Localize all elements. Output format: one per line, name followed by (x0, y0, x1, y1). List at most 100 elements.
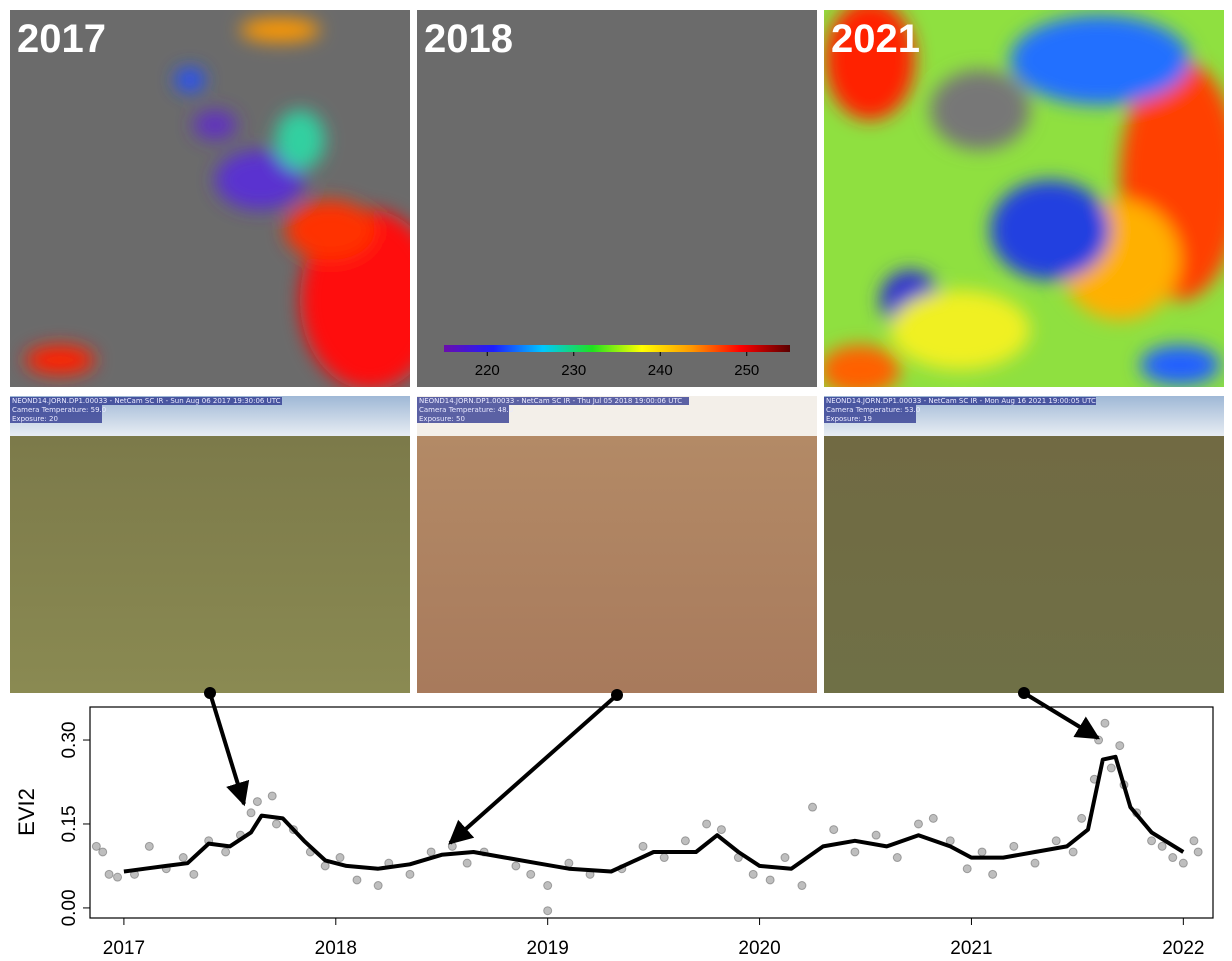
colorbar-tick-label: 240 (648, 362, 673, 379)
data-point (748, 869, 758, 879)
data-point (977, 847, 987, 857)
data-point (252, 797, 262, 807)
data-point (564, 858, 574, 868)
data-point (335, 853, 345, 863)
map-2018 (417, 10, 817, 387)
map-2017 (10, 10, 410, 387)
arrows (204, 687, 1101, 845)
caption-bg (10, 405, 102, 423)
data-point (221, 847, 231, 857)
data-point (962, 864, 972, 874)
smoothed-line (123, 754, 1185, 874)
data-point (765, 875, 775, 885)
data-point (780, 853, 790, 863)
data-point (1009, 841, 1019, 851)
data-point (808, 802, 818, 812)
x-tick-label: 2017 (103, 938, 145, 959)
data-point (543, 881, 553, 891)
photo-caption: NEOND14.JORN.DP1.00033 - NetCam SC IR - … (12, 397, 281, 405)
data-point (659, 853, 669, 863)
photo-exposure: Exposure: 50 (419, 415, 465, 423)
data-point (1193, 847, 1203, 857)
data-point (680, 836, 690, 846)
photo-2018 (417, 396, 817, 693)
x-tick-label: 2021 (950, 938, 992, 959)
photo-exposure: Exposure: 20 (12, 415, 58, 423)
x-tick-label: 2020 (738, 938, 780, 959)
data-point (98, 847, 108, 857)
data-point (1100, 718, 1110, 728)
colorbar-tick-label: 220 (475, 362, 500, 379)
data-point (426, 847, 436, 857)
data-point (543, 906, 553, 916)
data-point (1178, 858, 1188, 868)
data-point (178, 853, 188, 863)
colorbar-ramp (444, 345, 790, 352)
data-point (892, 853, 902, 863)
data-point (1051, 836, 1061, 846)
data-point (144, 841, 154, 851)
data-point (1106, 763, 1116, 773)
data-point (1157, 841, 1167, 851)
data-point (988, 869, 998, 879)
x-tick-label: 2019 (527, 938, 569, 959)
data-point (797, 881, 807, 891)
data-point (850, 847, 860, 857)
data-point (702, 819, 712, 829)
data-point (716, 825, 726, 835)
data-point (1189, 836, 1199, 846)
data-point (113, 872, 123, 882)
data-point (104, 869, 114, 879)
panel-year: 2018 (424, 17, 513, 61)
data-point (405, 869, 415, 879)
x-tick-label: 2018 (315, 938, 357, 959)
data-point (913, 819, 923, 829)
colorbar-tick-label: 230 (561, 362, 586, 379)
data-point (352, 875, 362, 885)
y-tick-label: 0.30 (59, 722, 80, 759)
photo-temperature: Camera Temperature: 59.0 (12, 406, 106, 414)
data-point (638, 841, 648, 851)
x-tick-label: 2022 (1162, 938, 1204, 959)
data-point (246, 808, 256, 818)
y-axis-label: EVI2 (14, 788, 39, 836)
plot-frame (89, 706, 1214, 919)
panel-year: 2021 (831, 17, 920, 61)
photo-temperature: Camera Temperature: 48.0 (419, 406, 513, 414)
caption-bg (824, 405, 916, 423)
data-point (91, 841, 101, 851)
caption-bg (417, 405, 509, 423)
caption-bg (10, 397, 282, 405)
caption-bg (824, 397, 1096, 405)
data-point (373, 881, 383, 891)
colorbar: 220 230 240 250 (444, 345, 790, 379)
data-point (1030, 858, 1040, 868)
data-point (526, 869, 536, 879)
data-point (1168, 853, 1178, 863)
colorbar-tick-label: 250 (734, 362, 759, 379)
caption-bg (417, 397, 689, 405)
photo-2017 (10, 396, 410, 693)
photo-caption: NEOND14.JORN.DP1.00033 - NetCam SC IR - … (826, 397, 1096, 405)
data-point (462, 858, 472, 868)
data-point (1077, 813, 1087, 823)
y-tick-label: 0.15 (59, 805, 80, 842)
data-point (871, 830, 881, 840)
photo-caption: NEOND14.JORN.DP1.00033 - NetCam SC IR - … (419, 397, 682, 405)
panel-year: 2017 (17, 17, 106, 61)
photo-temperature: Camera Temperature: 53.0 (826, 406, 920, 414)
data-point (271, 819, 281, 829)
data-point (511, 861, 521, 871)
data-point (829, 825, 839, 835)
photo-exposure: Exposure: 19 (826, 415, 872, 423)
data-point (189, 869, 199, 879)
data-point (267, 791, 277, 801)
y-tick-label: 0.00 (59, 889, 80, 926)
map-2021 (824, 10, 1224, 387)
data-point (928, 813, 938, 823)
photo-2021 (824, 396, 1224, 693)
data-point (1115, 741, 1125, 751)
data-point (1147, 836, 1157, 846)
data-point (1068, 847, 1078, 857)
